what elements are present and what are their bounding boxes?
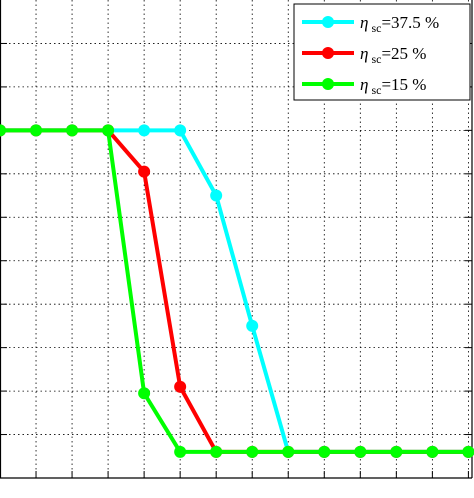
data-point: [30, 124, 43, 137]
data-point: [174, 124, 187, 137]
series-2: [0, 124, 474, 458]
legend-item-1: η sc=37.5 %: [302, 13, 439, 35]
legend-value: =25 %: [381, 44, 426, 63]
legend-swatch-marker: [322, 78, 334, 90]
data-point: [138, 124, 151, 137]
data-point: [390, 445, 403, 458]
legend-symbol: η: [360, 44, 368, 63]
legend-label: η sc=15 %: [360, 75, 426, 97]
data-point: [354, 445, 367, 458]
data-point: [246, 319, 259, 332]
legend-label: η sc=37.5 %: [360, 13, 439, 35]
data-point: [462, 445, 474, 458]
data-point: [246, 445, 259, 458]
grid: [0, 0, 472, 478]
data-point: [426, 445, 439, 458]
series-group: [0, 124, 474, 458]
series-line: [0, 128, 474, 454]
data-point: [210, 189, 223, 202]
series-line: [0, 128, 474, 454]
data-point: [66, 124, 79, 137]
data-point: [138, 165, 151, 178]
legend: η sc=37.5 %η sc=25 %η sc=15 %: [293, 3, 471, 101]
legend-item-3: η sc=15 %: [302, 75, 426, 97]
data-point: [210, 445, 223, 458]
legend-value: =15 %: [381, 75, 426, 94]
data-point: [138, 387, 151, 400]
data-point: [174, 380, 187, 393]
series-line: [0, 128, 474, 454]
legend-symbol: η: [360, 75, 368, 94]
data-point: [174, 445, 187, 458]
data-point: [0, 124, 6, 137]
axes: [0, 0, 473, 479]
legend-value: =37.5 %: [381, 13, 439, 32]
legend-symbol: η: [360, 13, 368, 32]
series-3: [0, 124, 474, 458]
legend-swatch-marker: [322, 47, 334, 59]
legend-label: η sc=25 %: [360, 44, 426, 66]
legend-subscript: sc: [371, 52, 381, 66]
data-point: [282, 445, 295, 458]
legend-subscript: sc: [371, 21, 381, 35]
legend-swatch-marker: [322, 16, 334, 28]
legend-subscript: sc: [371, 83, 381, 97]
legend-item-2: η sc=25 %: [302, 44, 426, 66]
data-point: [102, 124, 115, 137]
series-1: [0, 124, 474, 458]
data-point: [318, 445, 331, 458]
